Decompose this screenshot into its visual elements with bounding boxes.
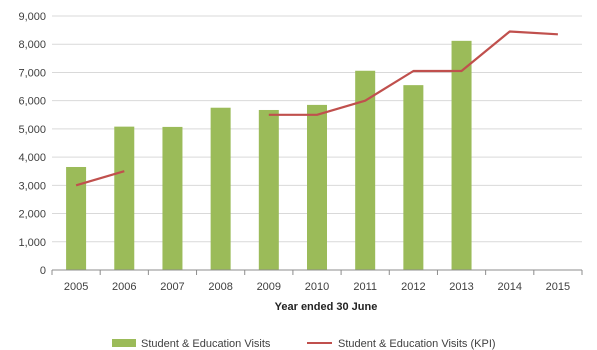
x-tick-label: 2013 <box>449 281 473 293</box>
bar <box>403 85 424 271</box>
bar <box>258 109 279 270</box>
legend-swatch-bars <box>112 339 136 347</box>
x-axis-title: Year ended 30 June <box>275 301 378 313</box>
bar <box>162 126 183 270</box>
y-tick-label: 7,000 <box>18 67 46 79</box>
legend-label-bars: Student & Education Visits <box>141 338 271 350</box>
y-tick-label: 8,000 <box>18 39 46 51</box>
bar <box>451 40 472 270</box>
y-tick-label: 3,000 <box>18 180 46 192</box>
kpi-line-segment <box>75 170 125 187</box>
bar-series <box>66 40 472 271</box>
y-tick-label: 5,000 <box>18 124 46 136</box>
legend-label-line: Student & Education Visits (KPI) <box>338 338 496 350</box>
bar <box>307 104 327 271</box>
x-tick-label: 2007 <box>160 281 184 293</box>
x-tick-label: 2008 <box>208 281 232 293</box>
bar <box>355 70 376 270</box>
y-tick-label: 1,000 <box>18 237 46 249</box>
x-tick-label: 2015 <box>546 281 570 293</box>
bar <box>210 107 231 270</box>
x-tick-label: 2012 <box>401 281 425 293</box>
y-tick-label: 2,000 <box>18 209 46 221</box>
y-tick-label: 0 <box>40 265 46 277</box>
bar <box>114 126 135 271</box>
x-tick-label: 2005 <box>64 281 88 293</box>
x-tick-label: 2009 <box>257 281 281 293</box>
y-tick-label: 4,000 <box>18 152 46 164</box>
legend: Student & Education Visits Student & Edu… <box>112 338 496 350</box>
kpi-line-series <box>75 30 558 187</box>
x-tick-label: 2006 <box>112 281 136 293</box>
x-tick-label: 2014 <box>497 281 521 293</box>
axes <box>51 269 583 275</box>
y-tick-label: 9,000 <box>18 11 46 23</box>
x-tick-label: 2011 <box>353 281 377 293</box>
x-tick-label: 2010 <box>305 281 329 293</box>
kpi-line-segment <box>268 30 558 116</box>
y-tick-label: 6,000 <box>18 96 46 108</box>
bar <box>66 166 87 270</box>
x-axis-ticks: 2005 2006 2007 2008 2009 2010 2011 2012 2013 2014… <box>64 281 570 293</box>
y-axis-ticks: 0 1,000 2,000 3,000 4,000 5,000 6,000 7,000 8,00… <box>18 11 46 277</box>
